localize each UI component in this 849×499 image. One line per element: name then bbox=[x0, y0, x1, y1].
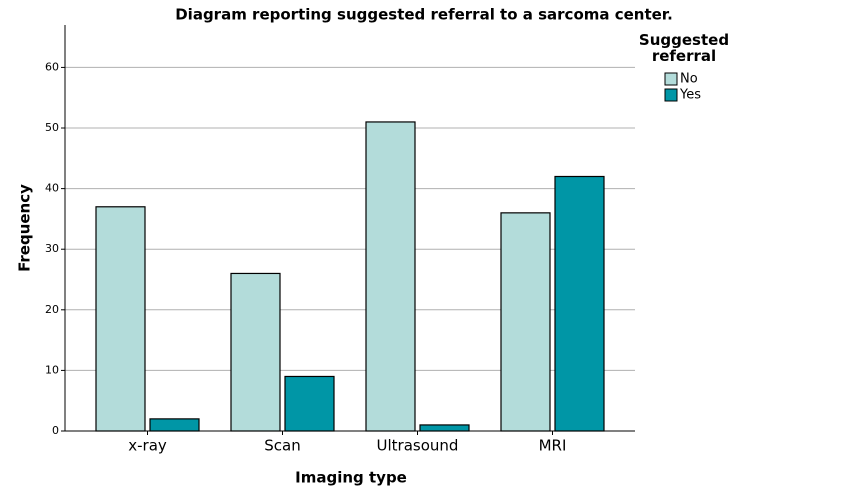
legend-swatch bbox=[664, 88, 678, 102]
x-tick-label: Scan bbox=[264, 437, 300, 455]
y-tick-label: 30 bbox=[45, 242, 59, 255]
bar bbox=[419, 424, 470, 432]
legend-label: Yes bbox=[679, 88, 701, 103]
bar bbox=[95, 206, 146, 432]
y-axis-title: Frequency bbox=[16, 184, 34, 272]
y-tick-label: 40 bbox=[45, 182, 59, 195]
legend-label: No bbox=[680, 72, 698, 87]
x-axis-title: Imaging type bbox=[295, 469, 407, 487]
bar bbox=[284, 375, 335, 432]
legend-title: Suggested referral bbox=[638, 31, 730, 65]
y-tick-label: 60 bbox=[45, 60, 59, 73]
y-tick-label: 10 bbox=[45, 363, 59, 376]
x-tick-label: MRI bbox=[539, 437, 567, 455]
bar bbox=[500, 212, 551, 432]
legend-swatch bbox=[664, 72, 678, 86]
bar bbox=[230, 272, 281, 432]
chart-title: Diagram reporting suggested referral to … bbox=[175, 6, 673, 24]
y-tick-label: 0 bbox=[52, 424, 59, 437]
bar bbox=[149, 418, 200, 432]
y-tick-label: 20 bbox=[45, 303, 59, 316]
bar bbox=[554, 175, 605, 432]
x-tick-label: x-ray bbox=[128, 437, 167, 455]
y-tick-label: 50 bbox=[45, 121, 59, 134]
x-tick-label: Ultrasound bbox=[377, 437, 459, 455]
bar bbox=[365, 121, 416, 432]
